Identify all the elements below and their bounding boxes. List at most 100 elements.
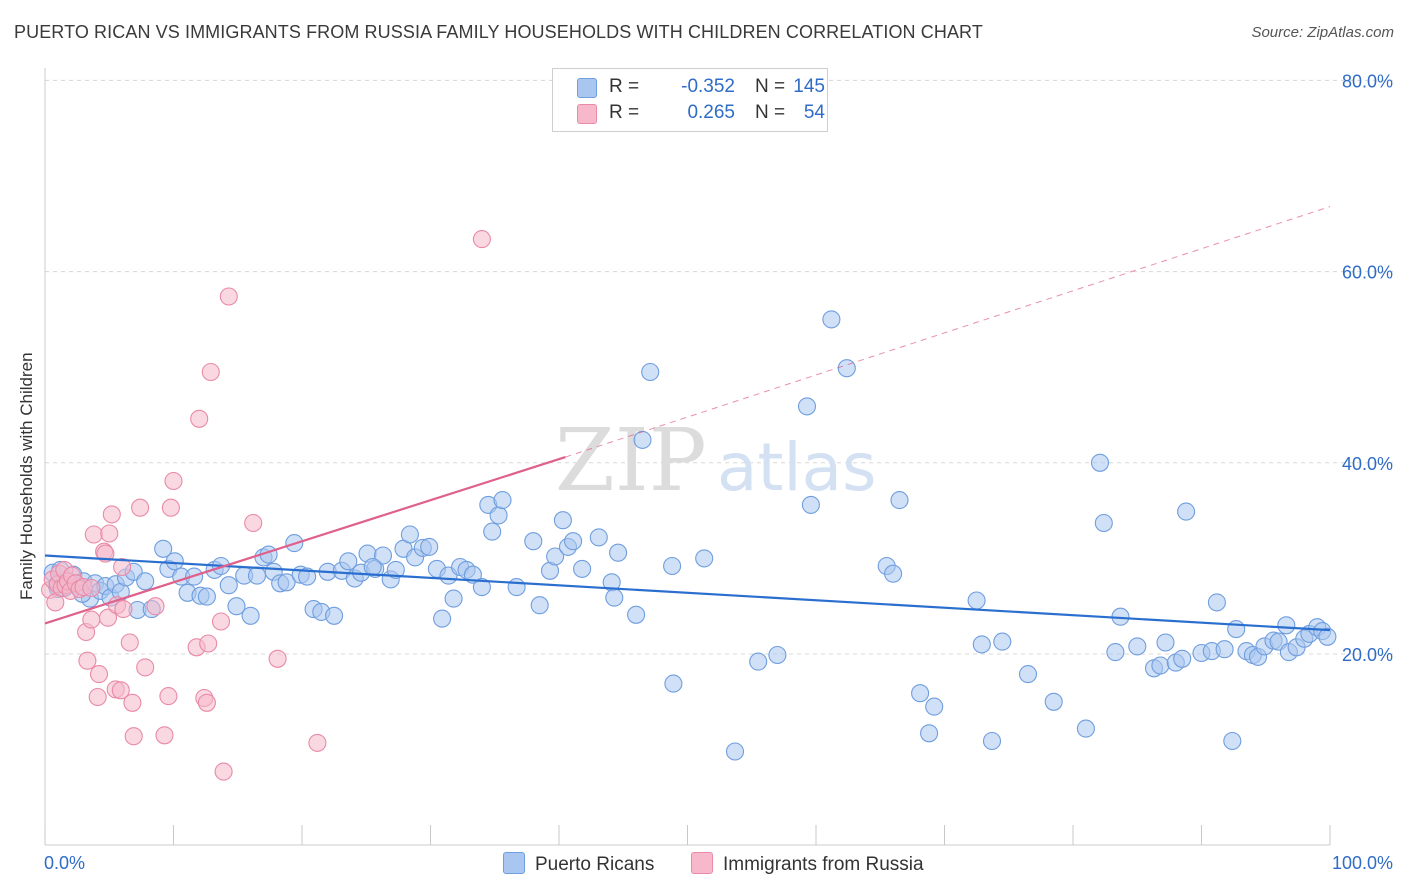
puerto-ricans-point (967, 591, 986, 610)
russia-point (146, 597, 165, 616)
bottom-legend-russia: Immigrants from Russia (691, 852, 924, 876)
russia-point (199, 634, 218, 653)
russia-point (114, 600, 133, 619)
puerto-ricans-point (925, 697, 944, 716)
puerto-ricans-point (483, 522, 502, 541)
russia-point (268, 649, 287, 668)
puerto-ricans-point (573, 559, 592, 578)
watermark-zip: ZIP (555, 411, 707, 511)
russia-point (113, 557, 132, 577)
y-tick-labels: 20.0% 40.0% 60.0% 80.0% (1342, 71, 1393, 665)
axes (44, 68, 1331, 846)
puerto-ricans-point (400, 525, 419, 544)
puerto-ricans-point (589, 528, 608, 547)
puerto-ricans-point (463, 565, 482, 584)
puerto-ricans-point (725, 742, 745, 761)
puerto-ricans-point (524, 532, 543, 551)
puerto-ricans-point (982, 731, 1002, 751)
russia-point (111, 681, 130, 700)
y-tick-label: 80.0% (1342, 71, 1393, 91)
russia-point (78, 651, 97, 670)
russia-trend-line-solid (44, 456, 566, 625)
russia-point (159, 687, 178, 706)
russia-point (120, 633, 139, 652)
puerto-ricans-point (298, 567, 317, 586)
russia-point (136, 658, 155, 677)
russia-point (82, 578, 101, 598)
legend-n-value: 145 (793, 76, 825, 97)
puerto-ricans-point (972, 635, 991, 654)
russia-point (100, 524, 119, 543)
russia-point (214, 762, 233, 781)
chart-title: PUERTO RICAN VS IMMIGRANTS FROM RUSSIA F… (14, 22, 983, 42)
bottom-legend-label: Immigrants from Russia (723, 854, 924, 875)
puerto-ricans-point (339, 552, 358, 571)
puerto-ricans-point (472, 578, 491, 597)
legend-r-label: R = (609, 102, 640, 123)
puerto-ricans-point (911, 684, 930, 703)
source-credit: Source: ZipAtlas.com (1251, 24, 1394, 41)
watermark-atlas: atlas (717, 429, 877, 506)
legend-swatch-blue (577, 78, 597, 98)
puerto-ricans-point (546, 547, 565, 566)
y-tick-label: 60.0% (1342, 263, 1393, 283)
puerto-ricans-point (664, 674, 683, 693)
russia-point (201, 362, 220, 382)
puerto-ricans-point (695, 549, 714, 568)
puerto-ricans-point (1318, 627, 1337, 646)
legend-n-value: 54 (803, 102, 825, 123)
bottom-legend-puerto-ricans: Puerto Ricans (503, 852, 654, 876)
puerto-ricans-point (801, 495, 820, 514)
puerto-ricans-point (1044, 692, 1063, 711)
puerto-ricans-point (1207, 593, 1226, 612)
russia-point (219, 287, 238, 306)
puerto-ricans-point (1128, 637, 1147, 656)
bottom-legend-swatch-blue (503, 852, 525, 874)
puerto-ricans-point (1173, 649, 1192, 668)
puerto-ricans-point (247, 566, 267, 585)
russia-point (197, 693, 216, 712)
puerto-ricans-point (197, 587, 216, 606)
puerto-ricans-point (493, 491, 512, 510)
puerto-ricans-point (663, 556, 682, 576)
correlation-legend: R = -0.352 N = 145 R = 0.265 N = 54 (552, 68, 828, 132)
russia-point (82, 610, 101, 629)
russia-point (211, 612, 231, 631)
puerto-ricans-point (386, 560, 405, 579)
y-axis-label: Family Households with Children (17, 352, 36, 600)
puerto-ricans-point (1106, 643, 1125, 662)
puerto-ricans-point (136, 572, 155, 591)
puerto-ricans-point (219, 576, 238, 595)
russia-point (88, 687, 107, 707)
russia-point (155, 726, 174, 745)
puerto-ricans-point (165, 552, 184, 571)
puerto-ricans-point (641, 362, 660, 382)
legend-n-label: N = (755, 102, 786, 123)
puerto-ricans-point (373, 546, 393, 565)
russia-points (41, 230, 491, 781)
legend-r-value: -0.352 (681, 76, 735, 97)
russia-point (308, 733, 327, 752)
puerto-ricans-point (1151, 656, 1170, 675)
puerto-ricans-point (564, 532, 583, 551)
x-tick-label: 0.0% (44, 853, 85, 873)
russia-point (190, 409, 209, 428)
y-tick-label: 40.0% (1342, 454, 1393, 474)
puerto-ricans-point (822, 310, 841, 329)
puerto-ricans-point (444, 589, 463, 608)
russia-point (89, 665, 109, 684)
puerto-ricans-point (1090, 453, 1110, 472)
puerto-ricans-point (609, 543, 628, 562)
puerto-ricans-point (241, 606, 260, 625)
puerto-ricans-point (1018, 665, 1038, 684)
puerto-ricans-point (1277, 616, 1296, 635)
puerto-ricans-point (1076, 719, 1095, 738)
puerto-ricans-point (633, 430, 652, 449)
puerto-ricans-point (1215, 640, 1234, 659)
russia-point (84, 525, 103, 544)
puerto-ricans-point (227, 597, 246, 616)
legend-r-label: R = (609, 76, 640, 97)
puerto-ricans-point (1156, 633, 1175, 652)
puerto-ricans-point (1223, 731, 1242, 751)
